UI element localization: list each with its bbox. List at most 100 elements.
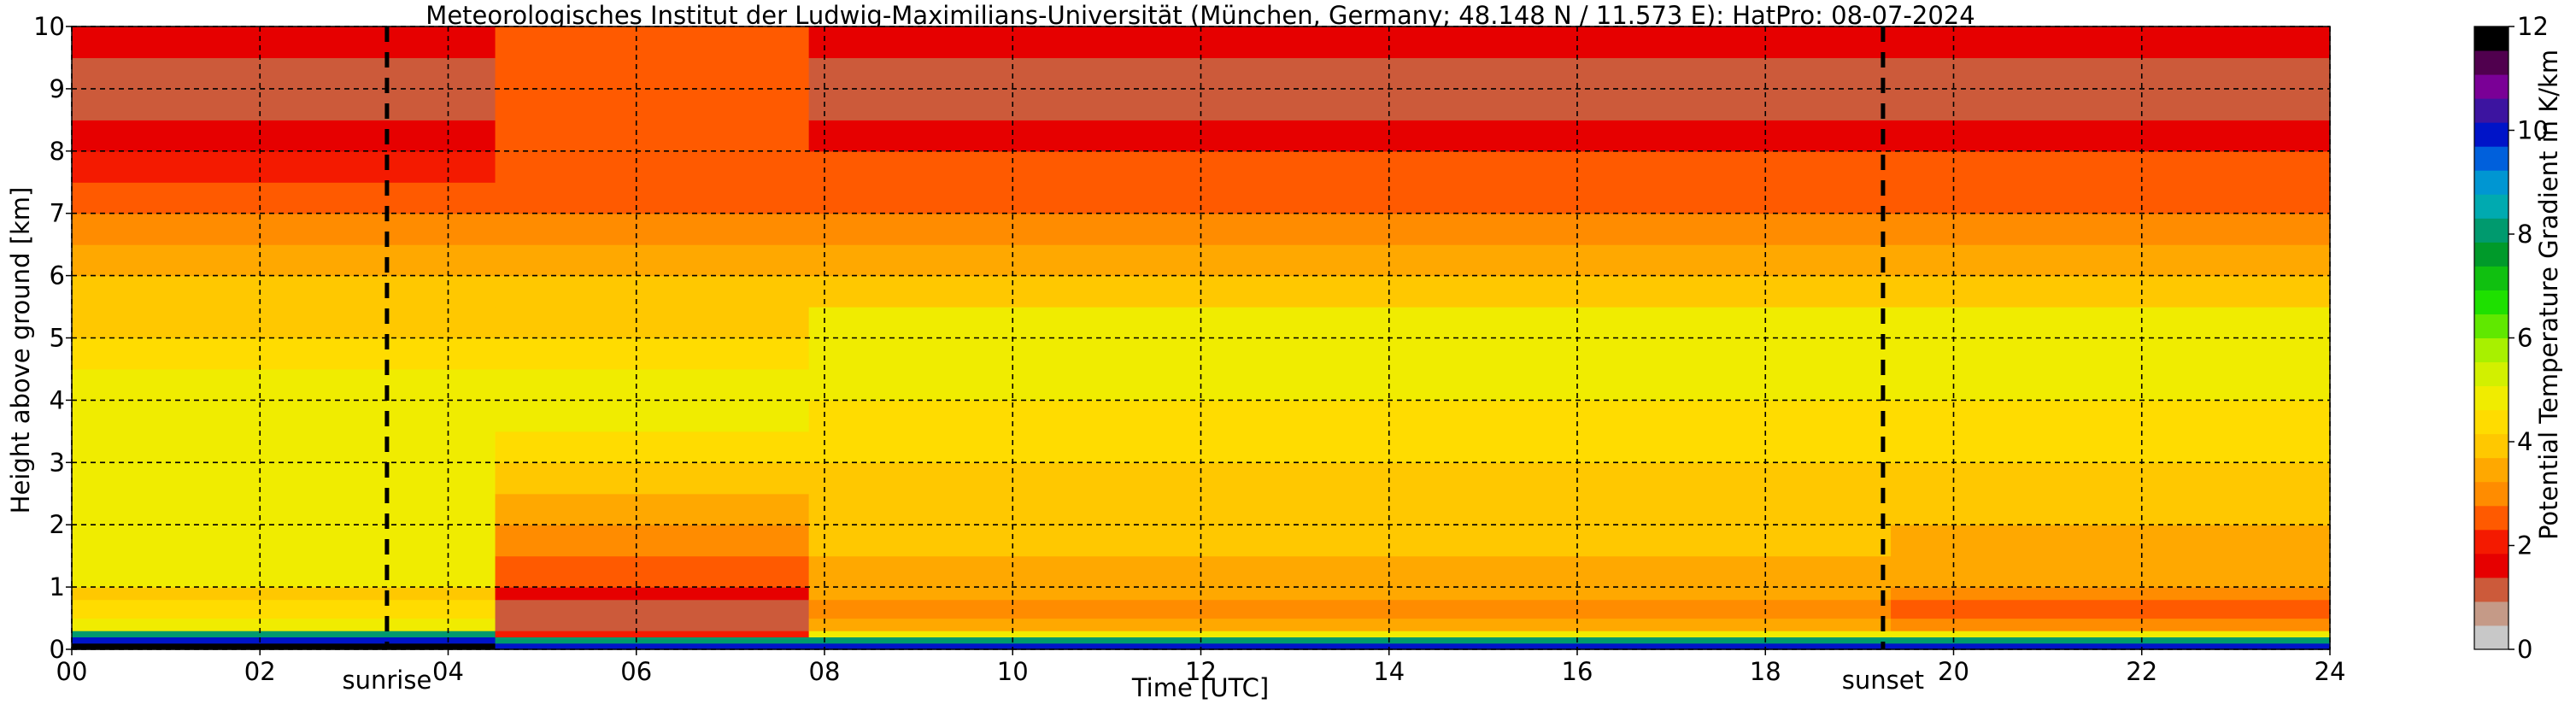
heatmap-cell-0-18: [72, 182, 496, 214]
heatmap-cell-3-11: [1891, 400, 2331, 432]
x-tick-label-2: 04: [432, 657, 464, 686]
heatmap-cell-0-1: [72, 637, 496, 644]
heatmap-cell-3-21: [1891, 88, 2331, 120]
heatmap-cell-3-13: [1891, 337, 2331, 370]
colorbar-swatch-6: [2474, 481, 2509, 507]
colorbar-swatch-22: [2474, 98, 2509, 123]
colorbar-swatch-19: [2474, 170, 2509, 195]
colorbar-tick-label-4: 8: [2517, 220, 2532, 249]
heatmap-cell-2-8: [808, 493, 1892, 525]
heatmap-cell-1-20: [495, 120, 810, 152]
y-tick-label-9: 9: [50, 74, 65, 103]
x-tick-label-1: 02: [244, 657, 276, 686]
colorbar-tick-label-2: 4: [2517, 427, 2532, 456]
y-axis: 0 1 2 3 4 5 6 7 8 9 10: [33, 12, 72, 664]
heatmap-cell-3-17: [1891, 213, 2331, 245]
colorbar-tick-label-1: 2: [2517, 531, 2532, 560]
x-tick-label-3: 06: [620, 657, 652, 686]
heatmap-cell-0-4: [72, 599, 496, 619]
x-tick-label-8: 16: [1562, 657, 1593, 686]
x-tick-label-9: 18: [1750, 657, 1781, 686]
heatmap-cell-0-22: [72, 57, 496, 90]
heatmap-cell-0-2: [72, 631, 496, 638]
chart-title: Meteorologisches Institut der Ludwig-Max…: [425, 1, 1975, 30]
colorbar-swatch-11: [2474, 361, 2509, 387]
y-tick-label-3: 3: [50, 448, 65, 477]
y-tick-label-2: 2: [50, 510, 65, 539]
colorbar-swatch-3: [2474, 553, 2509, 578]
x-tick-label-0: 00: [56, 657, 88, 686]
heatmap-cell-2-10: [808, 431, 1892, 463]
heatmap-cell-1-3: [495, 618, 810, 631]
heatmap-cell-0-21: [72, 88, 496, 120]
heatmap-cell-2-0: [808, 642, 1892, 650]
heatmap-cell-1-0: [495, 642, 810, 650]
x-tick-label-5: 10: [997, 657, 1029, 686]
heatmap-cell-3-9: [1891, 462, 2331, 495]
heatmap-cell-2-13: [808, 337, 1892, 370]
heatmap-cell-0-3: [72, 618, 496, 631]
heatmap-cell-1-18: [495, 182, 810, 214]
heatmap-cell-3-7: [1891, 525, 2331, 557]
sunrise-label: sunrise: [343, 666, 432, 695]
heatmap-cell-2-22: [808, 57, 1892, 90]
heatmap-cells: [72, 26, 2331, 650]
heatmap-cell-2-11: [808, 400, 1892, 432]
colorbar-swatch-5: [2474, 505, 2509, 531]
y-tick-label-0: 0: [50, 635, 65, 664]
heatmap-cell-2-5: [808, 587, 1892, 601]
heatmap-cell-2-12: [808, 368, 1892, 401]
colorbar-swatch-12: [2474, 337, 2509, 363]
colorbar-tick-label-3: 6: [2517, 324, 2532, 353]
heatmap-cell-0-11: [72, 400, 496, 432]
heatmap-cell-2-2: [808, 631, 1892, 638]
colorbar-swatch-20: [2474, 146, 2509, 171]
colorbar-swatch-16: [2474, 242, 2509, 267]
colorbar-swatch-14: [2474, 290, 2509, 314]
heatmap-cell-0-19: [72, 150, 496, 183]
heatmap-cell-2-20: [808, 120, 1892, 152]
sunset-label: sunset: [1842, 666, 1924, 695]
heatmap-cell-3-12: [1891, 368, 2331, 401]
heatmap-cell-3-19: [1891, 150, 2331, 183]
y-tick-label-7: 7: [50, 199, 65, 228]
x-tick-label-11: 22: [2126, 657, 2157, 686]
heatmap-cell-1-4: [495, 599, 810, 619]
heatmap-cell-1-8: [495, 493, 810, 525]
heatmap-cell-1-12: [495, 368, 810, 401]
heatmap-cell-0-17: [72, 213, 496, 245]
colorbar-swatch-21: [2474, 122, 2509, 147]
heatmap-cell-2-15: [808, 275, 1892, 308]
heatmap-cell-3-16: [1891, 244, 2331, 277]
colorbar-swatch-4: [2474, 529, 2509, 554]
colorbar-swatch-1: [2474, 601, 2509, 626]
heatmap-plot-area: sunrise sunset: [71, 26, 2331, 695]
colorbar-tick-label-0: 0: [2517, 635, 2532, 664]
heatmap-cell-2-19: [808, 150, 1892, 183]
heatmap-cell-3-14: [1891, 307, 2331, 339]
colorbar-swatch-25: [2474, 26, 2509, 51]
colorbar-swatch-9: [2474, 409, 2509, 435]
heatmap-cell-2-18: [808, 182, 1892, 214]
heatmap-cell-3-2: [1891, 631, 2331, 638]
colorbar-tick-label-5: 10: [2517, 116, 2549, 145]
heatmap-cell-1-14: [495, 307, 810, 339]
heatmap-cell-1-2: [495, 631, 810, 638]
heatmap-cell-0-5: [72, 587, 496, 601]
colorbar-tick-label-6: 12: [2517, 12, 2549, 41]
heatmap-cell-2-4: [808, 599, 1892, 619]
heatmap-cell-0-15: [72, 275, 496, 308]
x-tick-label-7: 14: [1373, 657, 1405, 686]
heatmap-cell-0-8: [72, 493, 496, 525]
heatmap-cell-0-12: [72, 368, 496, 401]
heatmap-cell-1-17: [495, 213, 810, 245]
heatmap-cell-3-8: [1891, 493, 2331, 525]
heatmap-cell-3-23: [1891, 26, 2331, 59]
colorbar-swatch-7: [2474, 457, 2509, 483]
heatmap-cell-0-10: [72, 431, 496, 463]
colorbar-swatch-10: [2474, 385, 2509, 411]
heatmap-cell-1-6: [495, 555, 810, 588]
x-tick-label-12: 24: [2315, 657, 2346, 686]
x-tick-label-6: 12: [1185, 657, 1217, 686]
heatmap-cell-2-7: [808, 525, 1892, 557]
